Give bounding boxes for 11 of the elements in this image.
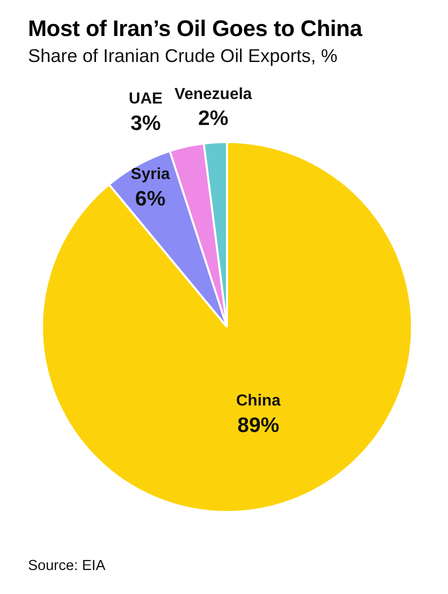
slice-label: Syria	[130, 166, 170, 183]
data-label: 3%	[130, 112, 162, 136]
slice-label: China	[236, 392, 281, 410]
data-label: 6%	[135, 187, 166, 210]
data-label: 89%	[237, 414, 280, 437]
source-note: Source: EIA	[28, 558, 106, 574]
slice-label: Venezuela	[174, 86, 252, 103]
data-label: 2%	[198, 107, 229, 130]
chart-title: Most of Iran’s Oil Goes to China	[28, 16, 362, 42]
slice-label: UAE	[128, 90, 163, 108]
chart-subtitle: Share of Iranian Crude Oil Exports, %	[28, 45, 338, 67]
